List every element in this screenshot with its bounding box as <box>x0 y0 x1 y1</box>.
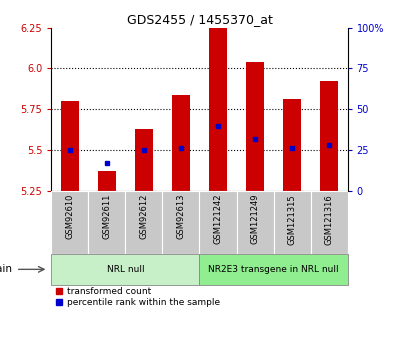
Bar <box>60 101 79 191</box>
Bar <box>51 254 199 285</box>
Bar <box>283 99 301 191</box>
Text: GSM92611: GSM92611 <box>102 194 111 239</box>
Bar <box>135 129 153 191</box>
Text: NRL null: NRL null <box>107 265 144 274</box>
Bar <box>98 171 116 191</box>
Text: NR2E3 transgene in NRL null: NR2E3 transgene in NRL null <box>208 265 339 274</box>
Text: GSM92613: GSM92613 <box>177 194 186 239</box>
Bar <box>51 191 88 254</box>
Text: GSM92612: GSM92612 <box>139 194 149 239</box>
Bar <box>88 191 126 254</box>
Text: GSM121249: GSM121249 <box>250 194 260 245</box>
Bar <box>237 191 274 254</box>
Bar <box>320 81 339 191</box>
Text: GSM92610: GSM92610 <box>65 194 74 239</box>
Bar <box>246 62 264 191</box>
Legend: transformed count, percentile rank within the sample: transformed count, percentile rank withi… <box>56 287 220 307</box>
Text: GSM121315: GSM121315 <box>288 194 297 245</box>
Bar <box>199 191 237 254</box>
Title: GDS2455 / 1455370_at: GDS2455 / 1455370_at <box>126 13 273 27</box>
Bar <box>172 95 190 191</box>
Bar <box>209 28 227 191</box>
Text: GSM121316: GSM121316 <box>325 194 334 245</box>
Bar <box>274 191 310 254</box>
Bar <box>310 191 348 254</box>
Text: GSM121242: GSM121242 <box>213 194 222 245</box>
Bar <box>126 191 162 254</box>
Bar <box>199 254 348 285</box>
Text: strain: strain <box>0 264 13 274</box>
Bar <box>162 191 199 254</box>
